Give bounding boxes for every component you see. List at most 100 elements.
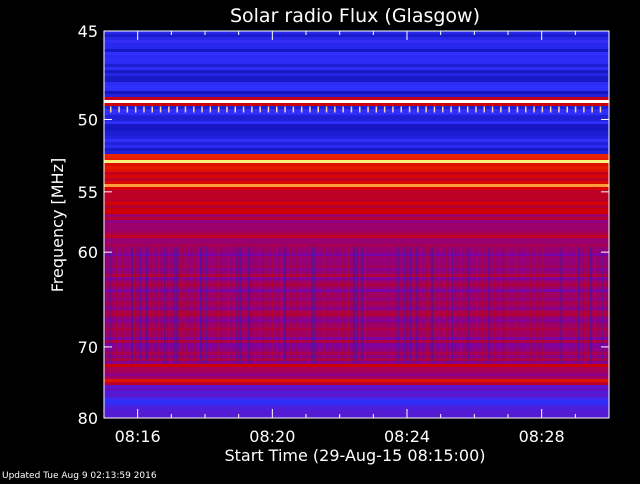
band-tick-mark (284, 106, 286, 113)
spectrogram-striation (194, 246, 195, 363)
spectrogram-striation (515, 246, 517, 363)
band-tick-mark (367, 106, 369, 113)
spectrogram-striation (293, 246, 294, 363)
spectrogram-striation (536, 246, 538, 363)
spectrogram-striation (587, 246, 589, 363)
spectrogram-striation (449, 246, 450, 363)
spectrogram-row (104, 55, 609, 58)
spectrogram-row (104, 136, 609, 139)
spectrogram-striation (542, 246, 543, 363)
y-tick-label: 60 (78, 243, 98, 262)
band-tick-mark (159, 106, 162, 113)
spectrogram-row (104, 142, 609, 145)
band-tick-mark (217, 106, 220, 113)
x-axis-label: Start Time (29-Aug-15 08:15:00) (225, 446, 486, 465)
spectrogram-row (104, 388, 609, 391)
spectrogram-striation (323, 246, 325, 363)
spectrogram-row (104, 103, 609, 106)
band-tick-mark (475, 106, 477, 113)
x-tick-label: 08:28 (519, 427, 565, 446)
band-tick-mark (466, 106, 469, 113)
band-tick-mark (566, 106, 568, 113)
spectrogram-striation (365, 246, 366, 363)
spectrogram-striation (485, 246, 487, 363)
spectrogram-row (104, 40, 609, 43)
spectrogram-row (104, 208, 609, 211)
spectrogram-striation (341, 246, 343, 363)
spectrogram-striation (332, 246, 334, 363)
spectrogram-row (104, 232, 609, 235)
band-tick-mark (300, 106, 303, 113)
spectrogram-row (104, 154, 609, 157)
spectrogram-striation (353, 246, 355, 363)
spectrogram-row (104, 145, 609, 148)
spectrogram-striation (527, 246, 528, 363)
spectrogram-striation (530, 246, 531, 363)
spectrogram-row (104, 58, 609, 61)
spectrogram-row (104, 223, 609, 226)
spectrogram-row (104, 376, 609, 379)
band-tick-mark (267, 106, 270, 113)
spectrogram-row (104, 190, 609, 193)
spectrogram-striation (602, 246, 603, 363)
spectrogram-striation (503, 246, 504, 363)
spectrogram-row (104, 196, 609, 199)
band-tick-mark (491, 106, 494, 113)
band-tick-mark (500, 106, 502, 113)
spectrogram-striation (488, 246, 490, 363)
spectrogram-striation (104, 246, 106, 363)
spectrogram-striation (569, 246, 570, 363)
spectrogram-row (104, 391, 609, 394)
spectrogram-striation (425, 246, 427, 363)
spectrogram-row (104, 397, 609, 400)
spectrogram-row (104, 85, 609, 88)
band-tick-mark (508, 106, 510, 113)
spectrogram-striation (167, 246, 168, 363)
spectrogram-row (104, 382, 609, 385)
band-tick-mark (126, 106, 129, 113)
spectrogram-row (104, 199, 609, 202)
spectrogram-row (104, 112, 609, 115)
spectrogram-row (104, 115, 609, 118)
spectrogram-row (104, 97, 609, 100)
spectrogram-row (104, 121, 609, 124)
spectrogram-row (104, 64, 609, 67)
band-tick-mark (242, 106, 245, 113)
spectrogram-row (104, 181, 609, 184)
spectrogram-row (104, 118, 609, 121)
spectrogram-striation (452, 246, 453, 363)
spectrogram-row (104, 73, 609, 76)
spectrogram-striation (410, 246, 411, 363)
spectrogram-striation (407, 246, 408, 363)
band-tick-mark (134, 106, 137, 113)
band-tick-mark (342, 106, 344, 113)
spectrogram-row (104, 88, 609, 91)
spectrogram-striation (140, 246, 141, 363)
plot-frame (103, 30, 610, 419)
band-tick-mark (525, 106, 527, 113)
spectrogram-row (104, 157, 609, 160)
plot-area (104, 31, 609, 418)
spectrogram-striation (119, 246, 120, 363)
spectrogram-row (104, 364, 609, 367)
spectrogram-striation (179, 246, 181, 363)
spectrogram-row (104, 37, 609, 40)
spectrogram-row (104, 160, 609, 163)
band-tick-mark (583, 106, 585, 113)
spectrogram-row (104, 400, 609, 403)
band-tick-mark (375, 106, 378, 113)
spectrogram-striation (161, 246, 162, 363)
spectrogram-row (104, 220, 609, 223)
spectrogram-striation (182, 246, 183, 363)
spectrogram-striation (362, 246, 363, 363)
spectrogram-row (104, 169, 609, 172)
band-tick-mark (151, 106, 153, 113)
spectrogram-striation (347, 246, 349, 363)
band-tick-mark (425, 106, 427, 113)
spectrogram-row (104, 202, 609, 205)
spectrogram-row (104, 127, 609, 130)
band-tick-mark (383, 106, 386, 113)
spectrogram-row (104, 163, 609, 166)
spectrogram-row (104, 184, 609, 187)
spectrogram-row (104, 79, 609, 82)
